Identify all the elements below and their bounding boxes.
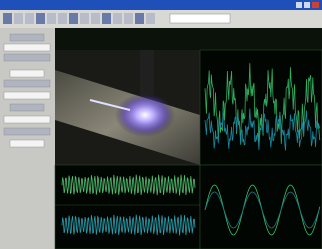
maximize-button[interactable]: [304, 2, 310, 8]
toolbar-field: [170, 14, 230, 23]
close-button[interactable]: [312, 2, 319, 8]
toolbar-button[interactable]: [135, 13, 144, 24]
toolbar-button[interactable]: [124, 13, 133, 24]
toolbar-button[interactable]: [69, 13, 78, 24]
screenshot: [0, 0, 322, 249]
side-field[interactable]: [4, 92, 50, 99]
toolbar-button[interactable]: [113, 13, 122, 24]
side-field[interactable]: [10, 70, 44, 77]
side-button[interactable]: [4, 80, 50, 87]
plot-panel: [200, 50, 322, 165]
camera-view: [55, 50, 200, 165]
side-field[interactable]: [10, 140, 44, 147]
toolbar-button[interactable]: [47, 13, 56, 24]
toolbar-button[interactable]: [80, 13, 89, 24]
toolbar-button[interactable]: [91, 13, 100, 24]
minimize-button[interactable]: [296, 2, 302, 8]
side-field[interactable]: [4, 116, 50, 123]
side-button[interactable]: [10, 104, 44, 111]
toolbar-buttons: [3, 13, 230, 24]
toolbar-button[interactable]: [102, 13, 111, 24]
toolbar-button[interactable]: [146, 13, 155, 24]
toolbar-button[interactable]: [36, 13, 45, 24]
side-button[interactable]: [10, 34, 44, 41]
side-button[interactable]: [4, 128, 50, 135]
side-button[interactable]: [4, 54, 50, 61]
status-strip: [55, 28, 322, 50]
toolbar-button[interactable]: [58, 13, 67, 24]
toolbar-button[interactable]: [3, 13, 12, 24]
toolbar-button[interactable]: [14, 13, 23, 24]
side-field[interactable]: [4, 44, 50, 51]
page: (() => { const data = JSON.parse(documen…: [0, 0, 322, 249]
toolbar-button[interactable]: [25, 13, 34, 24]
title-bar: [0, 0, 322, 10]
